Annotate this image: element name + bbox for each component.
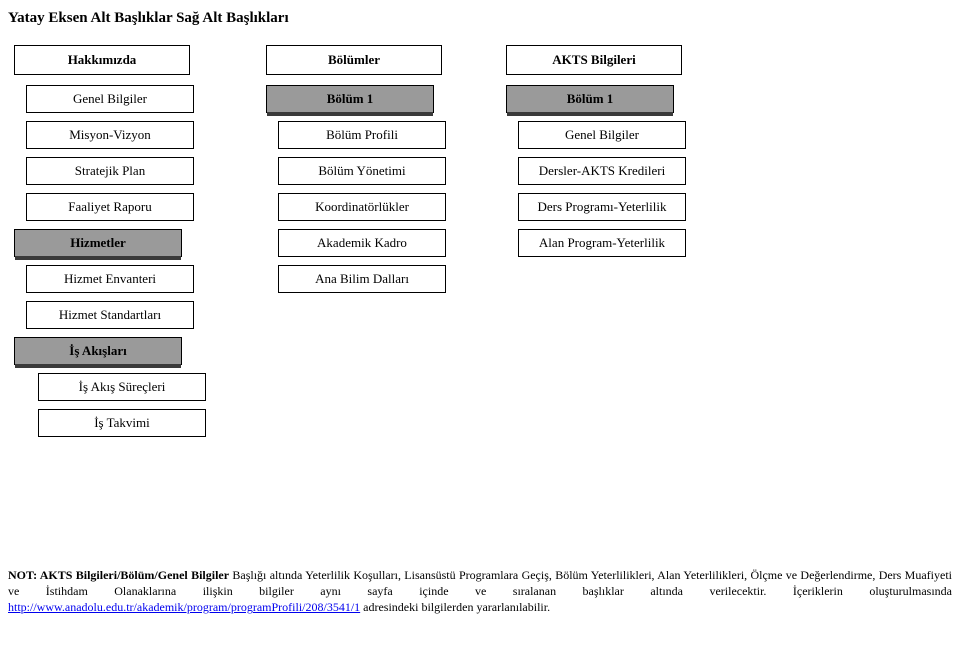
column-akts: AKTS Bilgileri Bölüm 1 Genel Bilgiler De… [506, 45, 686, 257]
col1-item-4: Akademik Kadro [278, 229, 446, 257]
col0-item-6: Hizmet Standartları [26, 301, 194, 329]
col2-item-0: Bölüm 1 [506, 85, 674, 113]
col2-item-3: Ders Programı-Yeterlilik [518, 193, 686, 221]
col1-item-3: Koordinatörlükler [278, 193, 446, 221]
diagram-columns: Hakkımızda Genel Bilgiler Misyon-Vizyon … [14, 45, 952, 437]
col1-item-1: Bölüm Profili [278, 121, 446, 149]
col2-item-4: Alan Program-Yeterlilik [518, 229, 686, 257]
col0-item-5: Hizmet Envanteri [26, 265, 194, 293]
col0-item-2: Stratejik Plan [26, 157, 194, 185]
footnote-lead: NOT: AKTS Bilgileri/Bölüm/Genel Bilgiler [8, 568, 229, 582]
col1-header: Bölümler [266, 45, 442, 75]
col0-item-9: İş Takvimi [38, 409, 206, 437]
footnote-url[interactable]: http://www.anadolu.edu.tr/akademik/progr… [8, 600, 360, 614]
col1-item-0: Bölüm 1 [266, 85, 434, 113]
col0-item-7: İş Akışları [14, 337, 182, 365]
footnote: NOT: AKTS Bilgileri/Bölüm/Genel Bilgiler… [8, 567, 952, 616]
col0-item-4: Hizmetler [14, 229, 182, 257]
col0-item-1: Misyon-Vizyon [26, 121, 194, 149]
col0-item-3: Faaliyet Raporu [26, 193, 194, 221]
column-hakkimizda: Hakkımızda Genel Bilgiler Misyon-Vizyon … [14, 45, 206, 437]
footnote-body-2: adresindeki bilgilerden yararlanılabilir… [360, 600, 550, 614]
col2-item-2: Dersler-AKTS Kredileri [518, 157, 686, 185]
col0-item-0: Genel Bilgiler [26, 85, 194, 113]
column-bolumler: Bölümler Bölüm 1 Bölüm Profili Bölüm Yön… [266, 45, 446, 293]
col1-item-2: Bölüm Yönetimi [278, 157, 446, 185]
col1-item-5: Ana Bilim Dalları [278, 265, 446, 293]
col0-header: Hakkımızda [14, 45, 190, 75]
col0-item-8: İş Akış Süreçleri [38, 373, 206, 401]
col2-header: AKTS Bilgileri [506, 45, 682, 75]
page-title: Yatay Eksen Alt Başlıklar Sağ Alt Başlık… [8, 10, 952, 27]
col2-item-1: Genel Bilgiler [518, 121, 686, 149]
